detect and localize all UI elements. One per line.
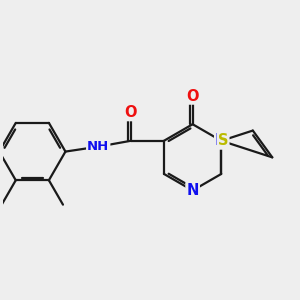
Text: NH: NH [87,140,109,153]
Text: O: O [186,88,199,104]
Text: O: O [124,105,137,120]
Text: N: N [186,183,199,198]
Text: S: S [218,133,228,148]
Text: N: N [215,133,227,148]
